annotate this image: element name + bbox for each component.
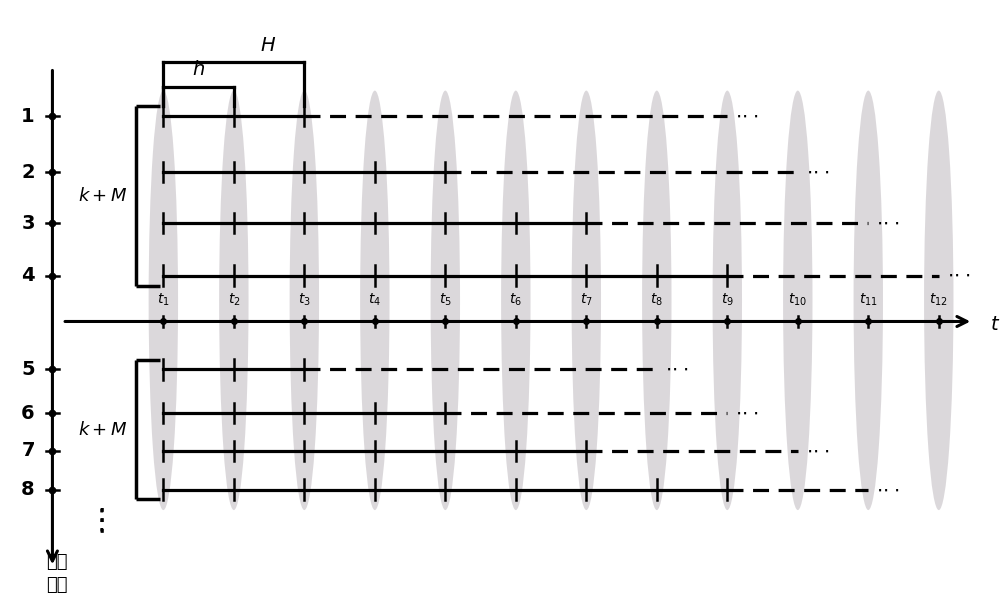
Text: $t_{4}$: $t_{4}$ bbox=[368, 291, 381, 307]
Text: 4: 4 bbox=[21, 266, 35, 285]
Ellipse shape bbox=[501, 91, 531, 510]
Text: ⋮: ⋮ bbox=[88, 506, 115, 534]
Ellipse shape bbox=[783, 91, 813, 510]
Text: $H$: $H$ bbox=[260, 36, 276, 55]
Text: $k+M$: $k+M$ bbox=[78, 420, 128, 439]
Text: 7: 7 bbox=[21, 441, 35, 460]
Text: 8: 8 bbox=[21, 480, 35, 499]
Text: $t_{6}$: $t_{6}$ bbox=[509, 291, 522, 307]
Text: $t_{1}$: $t_{1}$ bbox=[157, 291, 170, 307]
Text: $t_{9}$: $t_{9}$ bbox=[721, 291, 734, 307]
Ellipse shape bbox=[431, 91, 460, 510]
Text: $t$: $t$ bbox=[990, 315, 1000, 334]
Text: 2: 2 bbox=[21, 162, 35, 181]
Ellipse shape bbox=[854, 91, 883, 510]
Ellipse shape bbox=[713, 91, 742, 510]
Ellipse shape bbox=[149, 91, 178, 510]
Text: $t_{11}$: $t_{11}$ bbox=[859, 291, 878, 307]
Text: 1: 1 bbox=[21, 107, 35, 125]
Text: 次数: 次数 bbox=[47, 576, 68, 595]
Text: 6: 6 bbox=[21, 404, 35, 423]
Text: $t_{8}$: $t_{8}$ bbox=[650, 291, 663, 307]
Text: $t_{10}$: $t_{10}$ bbox=[788, 291, 807, 307]
Text: $\cdot\!\cdot\!\cdot$: $\cdot\!\cdot\!\cdot$ bbox=[735, 404, 759, 423]
Ellipse shape bbox=[642, 91, 672, 510]
Ellipse shape bbox=[924, 91, 953, 510]
Text: 仿真: 仿真 bbox=[47, 553, 68, 571]
Ellipse shape bbox=[360, 91, 390, 510]
Text: $t_{12}$: $t_{12}$ bbox=[929, 291, 948, 307]
Ellipse shape bbox=[219, 91, 249, 510]
Text: $t_{5}$: $t_{5}$ bbox=[439, 291, 452, 307]
Text: ⋮: ⋮ bbox=[86, 506, 117, 535]
Text: $\cdot\!\cdot\!\cdot$: $\cdot\!\cdot\!\cdot$ bbox=[876, 214, 900, 233]
Ellipse shape bbox=[290, 91, 319, 510]
Ellipse shape bbox=[572, 91, 601, 510]
Text: 5: 5 bbox=[21, 360, 35, 379]
Text: $t_{3}$: $t_{3}$ bbox=[298, 291, 311, 307]
Text: $\cdot\!\cdot\!\cdot$: $\cdot\!\cdot\!\cdot$ bbox=[735, 107, 759, 125]
Text: $\cdot\!\cdot\!\cdot$: $\cdot\!\cdot\!\cdot$ bbox=[806, 162, 829, 181]
Text: $\cdot\!\cdot\!\cdot$: $\cdot\!\cdot\!\cdot$ bbox=[876, 480, 900, 499]
Text: $\cdot\!\cdot\!\cdot$: $\cdot\!\cdot\!\cdot$ bbox=[947, 266, 970, 285]
Text: $t_{7}$: $t_{7}$ bbox=[580, 291, 593, 307]
Text: $k+M$: $k+M$ bbox=[78, 187, 128, 205]
Text: $\cdot\!\cdot\!\cdot$: $\cdot\!\cdot\!\cdot$ bbox=[665, 360, 688, 379]
Text: $\cdot\!\cdot\!\cdot$: $\cdot\!\cdot\!\cdot$ bbox=[806, 441, 829, 460]
Text: $t_{2}$: $t_{2}$ bbox=[228, 291, 240, 307]
Text: 3: 3 bbox=[21, 214, 35, 233]
Text: $h$: $h$ bbox=[192, 60, 205, 79]
